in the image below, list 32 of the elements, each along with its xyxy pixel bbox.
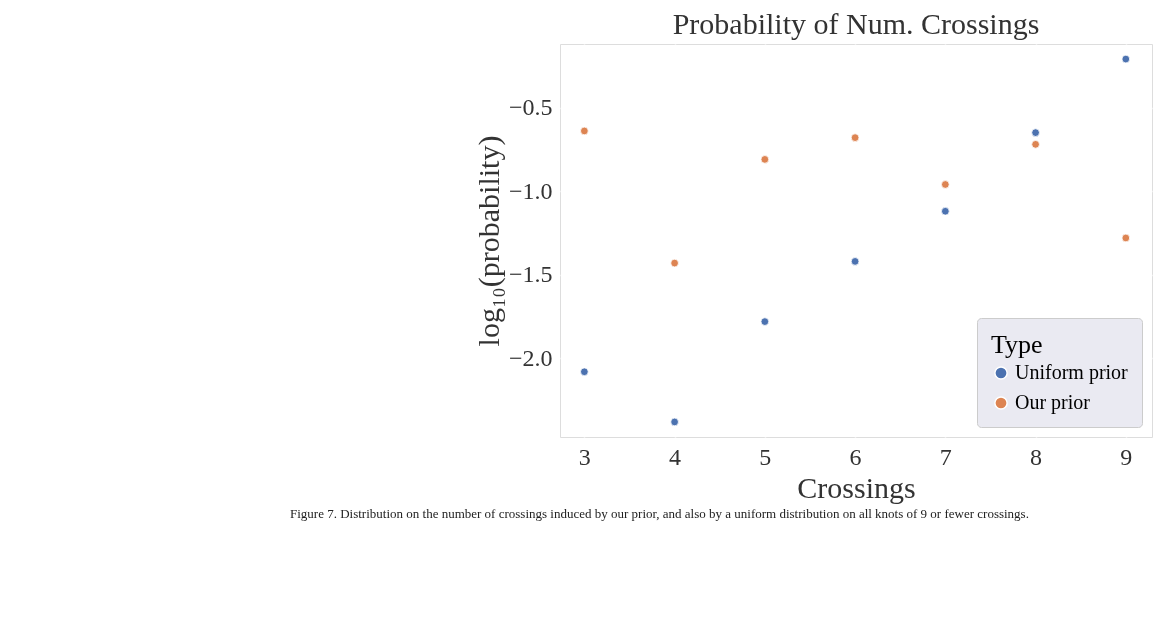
x-tick-label: 3 bbox=[578, 443, 591, 470]
point bbox=[1031, 128, 1040, 137]
x-tick-label: 5 bbox=[759, 443, 772, 470]
point bbox=[850, 257, 860, 266]
x-tick-label: 4 bbox=[669, 443, 682, 470]
y-tick-label: −1.5 bbox=[508, 261, 553, 288]
point bbox=[760, 155, 770, 164]
x-tick-label: 9 bbox=[1120, 443, 1133, 470]
chart-title: Probability of Num. Crossings bbox=[672, 7, 1040, 40]
y-tick-label: −1.0 bbox=[508, 177, 553, 204]
point bbox=[1121, 233, 1131, 243]
point bbox=[941, 206, 950, 216]
y-axis-title: log₁₀(probability) bbox=[471, 135, 506, 347]
x-tick-label: 8 bbox=[1030, 443, 1043, 470]
x-tick-label: 7 bbox=[939, 443, 952, 470]
point bbox=[580, 367, 589, 377]
point bbox=[670, 258, 679, 268]
point bbox=[941, 180, 950, 189]
y-tick-label: −0.5 bbox=[508, 94, 553, 121]
x-axis-title: Crossings bbox=[797, 470, 916, 504]
x-tick-label: 6 bbox=[849, 443, 862, 470]
point bbox=[850, 133, 860, 142]
point bbox=[670, 417, 679, 427]
point bbox=[580, 126, 589, 136]
legend-label: Uniform prior bbox=[1015, 361, 1129, 384]
y-tick-label: −2.0 bbox=[508, 344, 553, 371]
caption: Figure 7. Distribution on the number of crossings induced by our prior, and also by a uniform distribution on all knots of 9 or fewer crossings. bbox=[290, 506, 1029, 521]
legend-label: Our prior bbox=[1015, 391, 1091, 414]
point bbox=[1121, 54, 1131, 64]
point bbox=[760, 317, 770, 326]
point bbox=[1031, 140, 1040, 149]
legend-title: Type bbox=[991, 330, 1043, 359]
